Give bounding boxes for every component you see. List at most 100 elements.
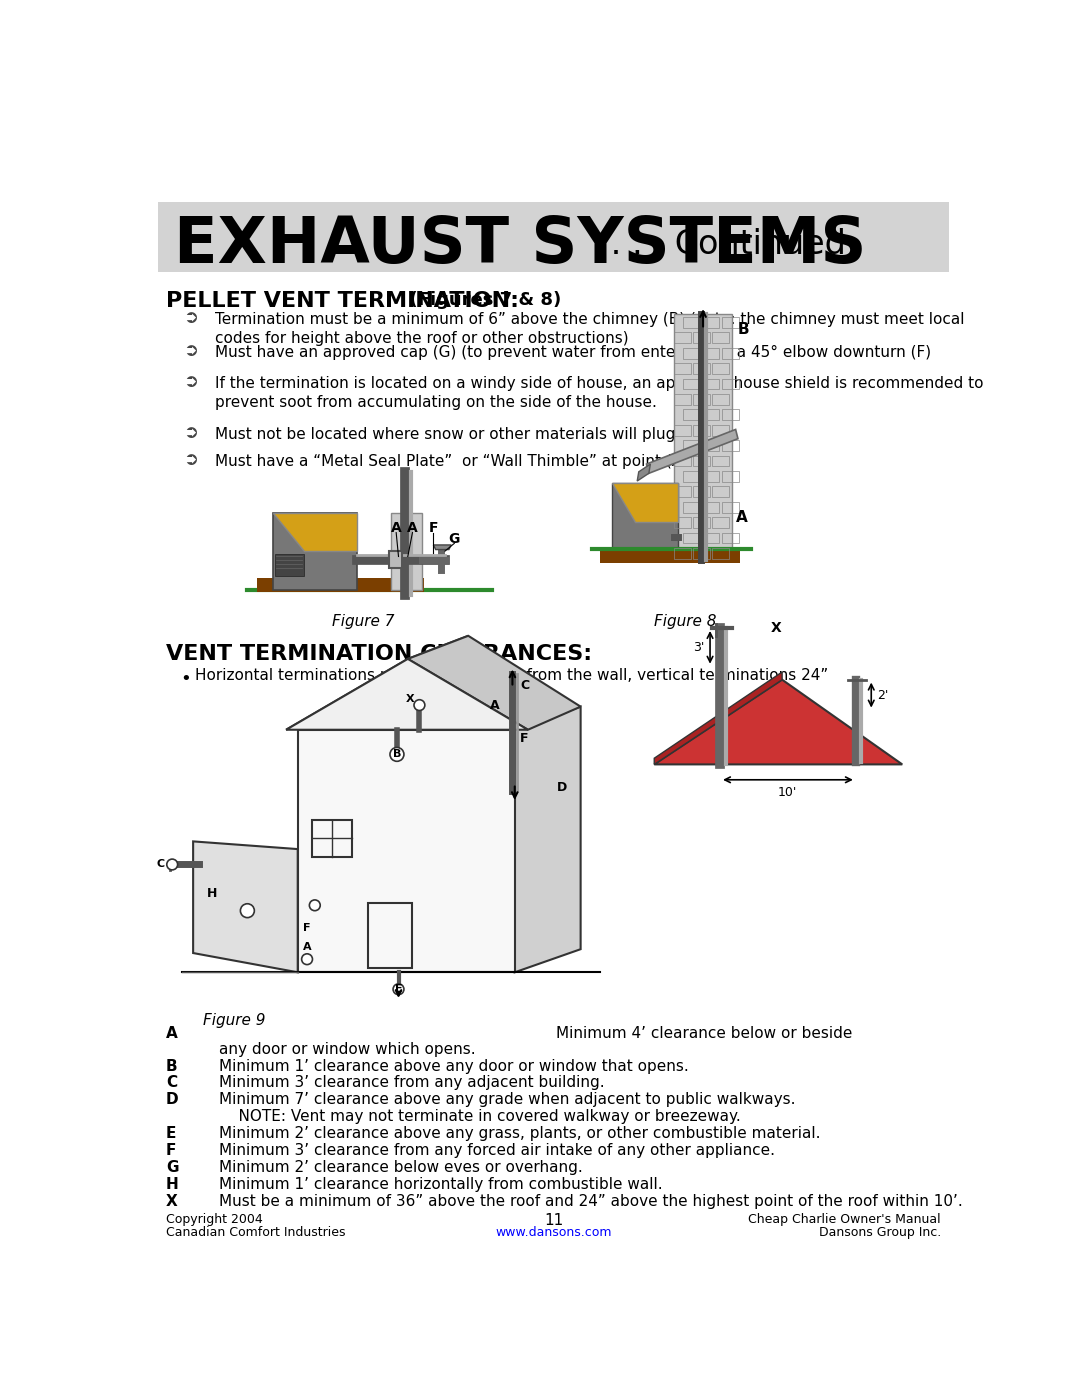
Bar [721,379,739,390]
Polygon shape [647,429,738,474]
Text: ➲: ➲ [184,425,199,443]
Text: Must have a “Metal Seal Plate”  or “Wall Thimble” at point (A): Must have a “Metal Seal Plate” or “Wall … [215,454,688,469]
Text: Dansons Group Inc.: Dansons Group Inc. [819,1225,941,1239]
Bar [702,502,719,513]
Bar [683,532,700,543]
Bar [721,440,739,451]
Text: •: • [180,669,191,687]
Bar [674,394,691,405]
Bar [713,394,729,405]
Polygon shape [515,707,581,972]
Text: Cheap Charlie Owner's Manual: Cheap Charlie Owner's Manual [748,1213,941,1225]
Text: Minimum 3’ clearance from any adjacent building.: Minimum 3’ clearance from any adjacent b… [218,1076,605,1091]
Bar [693,394,710,405]
Text: A: A [489,698,499,711]
Text: 11: 11 [544,1213,563,1228]
Bar [683,502,700,513]
Text: B: B [738,321,750,337]
Circle shape [414,700,424,711]
Bar [683,409,700,420]
Text: C: C [166,1076,177,1091]
Text: If the termination is located on a windy side of house, an approved house shield: If the termination is located on a windy… [215,376,983,411]
Text: A: A [407,521,418,535]
Bar [713,517,729,528]
Text: Figure 9: Figure 9 [203,1013,266,1028]
Text: (Figures 7 & 8): (Figures 7 & 8) [397,291,562,309]
Bar [693,332,710,344]
Text: A: A [391,521,402,535]
Bar [713,455,729,467]
Polygon shape [611,483,677,522]
Bar [702,471,719,482]
Bar [389,550,402,569]
Text: VENT TERMINATION CLEARANCES:: VENT TERMINATION CLEARANCES: [166,644,592,664]
Text: 10': 10' [778,787,797,799]
Bar [674,548,691,559]
Text: Must not be located where snow or other materials will plug it.: Must not be located where snow or other … [215,427,696,441]
Polygon shape [637,464,650,481]
Bar [713,548,729,559]
Bar [721,409,739,420]
Text: E: E [394,985,403,995]
Bar [391,513,422,590]
Bar [674,455,691,467]
Text: . . . Continued: . . . Continued [600,228,846,261]
Bar [721,471,739,482]
Text: X: X [770,622,781,636]
Text: Must be a minimum of 36” above the roof and 24” above the highest point of the r: Must be a minimum of 36” above the roof … [218,1194,962,1208]
Bar [713,486,729,497]
Text: X: X [406,694,415,704]
Text: Termination must be a minimum of 6” above the chimney (B) (note: the chimney mus: Termination must be a minimum of 6” abov… [215,312,964,346]
Bar [683,379,700,390]
Bar [702,317,719,328]
Bar [674,486,691,497]
Circle shape [301,954,312,964]
Text: Minimum 3’ clearance from any forced air intake of any other appliance.: Minimum 3’ clearance from any forced air… [218,1143,774,1158]
Bar [713,425,729,436]
Text: PELLET VENT TERMINATION:: PELLET VENT TERMINATION: [166,291,519,312]
Polygon shape [654,680,902,764]
Text: E: E [166,1126,176,1141]
Bar [721,317,739,328]
Text: D: D [166,1092,178,1108]
Bar [611,483,677,560]
Text: Horizontal terminations must protrude 12” from the wall, vertical terminations 2: Horizontal terminations must protrude 12… [195,668,828,683]
Text: EXHAUST SYSTEMS: EXHAUST SYSTEMS [174,214,866,275]
Bar [674,363,691,374]
Text: C: C [157,859,164,869]
Text: 2': 2' [877,689,888,701]
Text: Figure 8: Figure 8 [654,615,716,629]
Text: A: A [166,1027,178,1041]
Circle shape [166,859,177,870]
Circle shape [241,904,255,918]
Bar [273,513,356,590]
Bar [702,532,719,543]
Polygon shape [298,729,515,972]
Circle shape [393,983,404,995]
Bar [713,363,729,374]
Text: Copyright 2004: Copyright 2004 [166,1213,262,1225]
Bar [674,517,691,528]
Text: Minimum 1’ clearance horizontally from combustible wall.: Minimum 1’ clearance horizontally from c… [218,1178,662,1192]
Text: A: A [302,942,311,951]
Circle shape [309,900,321,911]
Polygon shape [273,513,356,550]
Bar [693,455,710,467]
Bar [693,486,710,497]
Bar [312,820,352,856]
Bar [683,471,700,482]
Text: F: F [166,1143,176,1158]
Text: X: X [166,1194,178,1208]
Text: C: C [521,679,529,693]
Text: B: B [166,1059,177,1073]
Polygon shape [286,636,469,729]
Bar [683,440,700,451]
Bar [721,532,739,543]
Bar [702,379,719,390]
Text: D: D [557,781,568,793]
Bar [702,440,719,451]
Text: H: H [207,887,218,900]
Bar [702,409,719,420]
Bar [674,425,691,436]
Bar [674,314,732,560]
